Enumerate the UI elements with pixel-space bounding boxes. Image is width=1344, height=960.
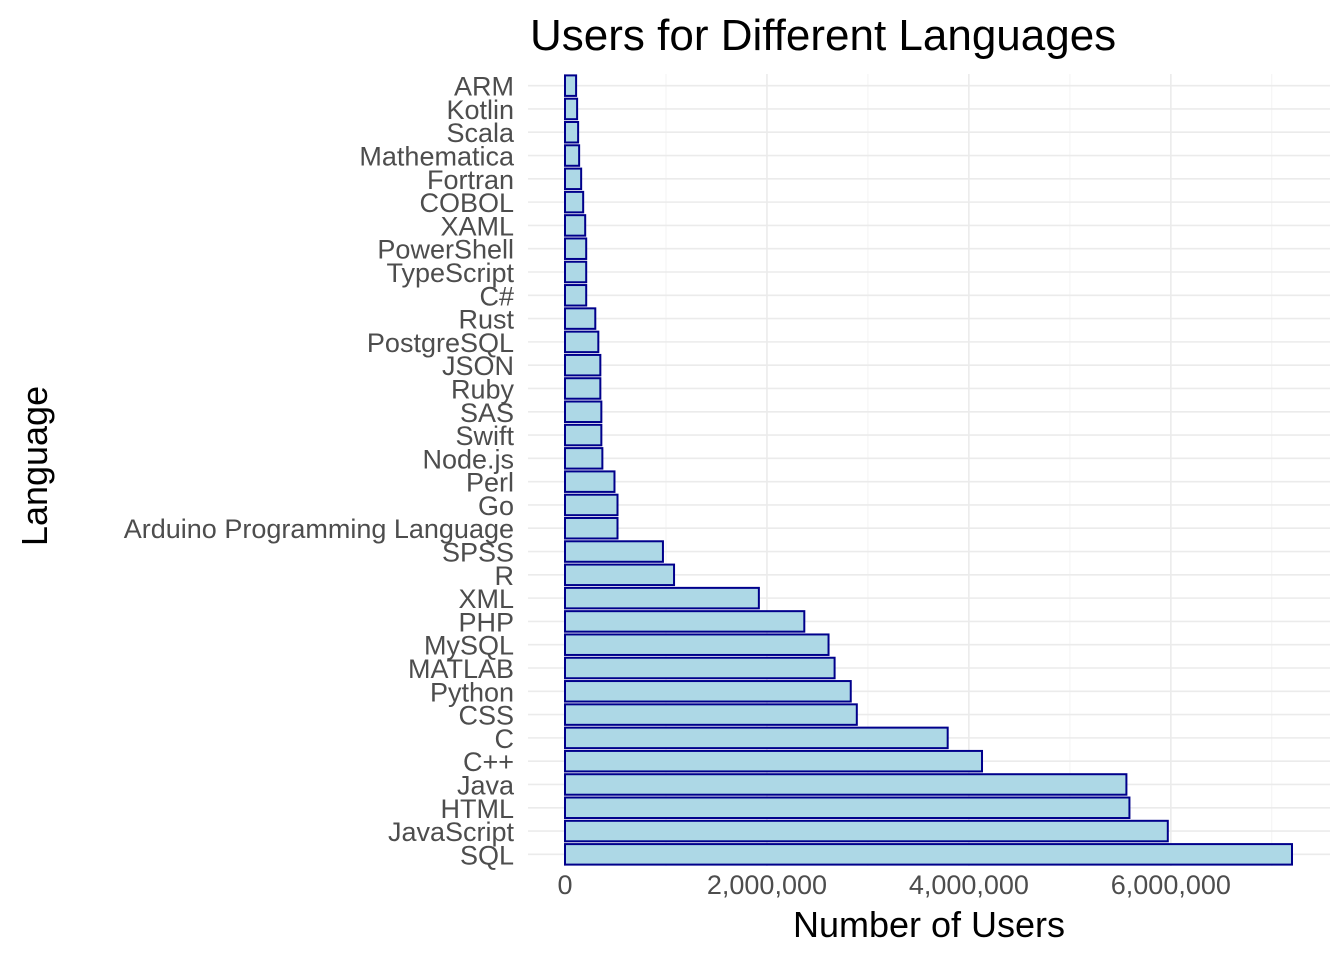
bar-c- (564, 749, 984, 773)
category-label: Go (478, 491, 514, 521)
category-label: JSON (442, 351, 514, 381)
category-label: Mathematica (359, 142, 515, 172)
category-label: R (495, 561, 515, 591)
bar-ruby (564, 377, 602, 400)
category-label: Java (457, 770, 515, 800)
bars-group (564, 74, 1293, 866)
bar-php (564, 610, 806, 633)
category-label: COBOL (419, 188, 514, 218)
category-label: Rust (458, 305, 514, 335)
category-label: SQL (460, 840, 514, 870)
bar-arm (564, 74, 578, 97)
bar-rust (564, 307, 597, 330)
category-label: PHP (458, 607, 514, 637)
bar-c- (564, 284, 588, 307)
bar-sas (564, 400, 603, 424)
bar-sql (564, 843, 1293, 866)
category-label: Scala (446, 118, 515, 148)
bar-matlab (564, 656, 836, 680)
bar-c (564, 726, 949, 750)
category-label: Kotlin (446, 95, 514, 125)
bar-xaml (564, 214, 587, 237)
bar-html (564, 796, 1131, 820)
category-label: Python (430, 677, 514, 707)
bar-r (564, 563, 676, 587)
category-label: SAS (460, 398, 514, 428)
bar-typescript (564, 260, 588, 284)
bar-go (564, 493, 619, 517)
bar-scala (564, 120, 580, 144)
bar-java (564, 773, 1128, 796)
category-label: SPSS (442, 538, 514, 568)
bar-postgresql (564, 330, 600, 354)
category-label: HTML (441, 794, 515, 824)
bar-mathematica (564, 144, 581, 167)
bar-kotlin (564, 97, 579, 121)
category-label: JavaScript (388, 817, 515, 847)
x-tick-label: 6,000,000 (1111, 870, 1231, 900)
category-label: C++ (463, 747, 514, 777)
category-label: PowerShell (377, 235, 514, 265)
x-axis-title: Number of Users (793, 904, 1065, 945)
category-label: Perl (466, 468, 514, 498)
category-label: MySQL (424, 631, 514, 661)
category-label: C (495, 724, 515, 754)
x-tick-label: 0 (557, 870, 572, 900)
bar-arduino-programming-language (564, 516, 619, 540)
category-label: MATLAB (408, 654, 514, 684)
bar-swift (564, 423, 603, 447)
category-label: Arduino Programming Language (124, 514, 514, 544)
x-tick-labels: 0 2,000,000 4,000,000 6,000,000 (557, 870, 1230, 900)
y-axis-title: Language (14, 386, 55, 546)
category-label: XAML (440, 211, 514, 241)
bar-powershell (564, 237, 588, 260)
category-label: TypeScript (386, 258, 514, 288)
chart-title: Users for Different Languages (530, 11, 1116, 60)
category-label: ARM (454, 72, 514, 102)
category-label: CSS (458, 701, 514, 731)
category-labels: SQLJavaScriptHTMLJavaC++CCSSPythonMATLAB… (124, 72, 515, 871)
x-tick-label: 4,000,000 (909, 870, 1029, 900)
category-label: PostgreSQL (367, 328, 514, 358)
bar-css (564, 703, 858, 726)
category-label: Ruby (451, 374, 515, 404)
category-label: XML (458, 584, 514, 614)
bar-fortran (564, 167, 583, 191)
x-tick-label: 2,000,000 (707, 870, 827, 900)
bar-cobol (564, 190, 585, 214)
bar-perl (564, 470, 616, 493)
category-label: Swift (455, 421, 514, 451)
bar-mysql (564, 633, 830, 656)
bar-node-js (564, 447, 604, 470)
category-label: Node.js (422, 444, 514, 474)
bar-python (564, 680, 852, 703)
bar-json (564, 353, 602, 377)
bar-javascript (564, 819, 1169, 843)
category-label: Fortran (427, 165, 514, 195)
category-label: C# (479, 281, 514, 311)
bar-spss (564, 540, 664, 563)
bar-xml (564, 586, 760, 610)
